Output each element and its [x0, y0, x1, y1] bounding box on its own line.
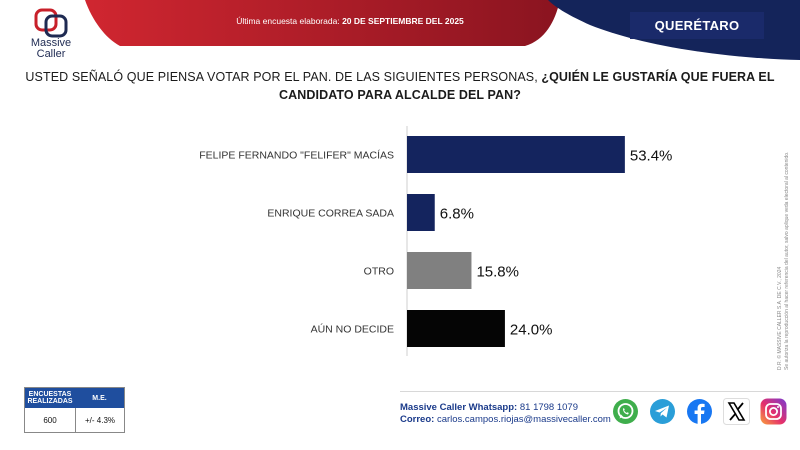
social-links	[612, 398, 787, 425]
category-label: ENRIQUE CORREA SADA	[267, 208, 394, 220]
whatsapp-label: Massive Caller Whatsapp:	[400, 402, 518, 413]
whatsapp-contact: Massive Caller Whatsapp: 81 1798 1079	[400, 402, 611, 414]
logo-icon	[34, 8, 68, 38]
email-label: Correo:	[400, 414, 435, 425]
instagram-icon[interactable]	[760, 398, 787, 425]
header-red-band	[85, 0, 560, 46]
question-text: USTED SEÑALÓ QUE PIENSA VOTAR POR EL PAN…	[20, 68, 780, 104]
bar-2	[407, 252, 472, 289]
copyright-line2: Se autoriza la reproducción al hacer ref…	[784, 151, 790, 370]
x-icon[interactable]	[723, 398, 750, 425]
whatsapp-icon[interactable]	[612, 398, 639, 425]
bar-1	[407, 194, 435, 231]
stats-value-row: 600 +/- 4.3%	[25, 408, 124, 432]
stats-header-surveys: ENCUESTAS REALIZADAS	[27, 391, 73, 405]
stats-margin-value: +/- 4.3%	[84, 415, 115, 425]
stats-header-row: ENCUESTAS REALIZADAS M.E.	[25, 388, 124, 408]
survey-stats-table: ENCUESTAS REALIZADAS M.E. 600 +/- 4.3%	[24, 387, 125, 433]
contact-info: Massive Caller Whatsapp: 81 1798 1079 Co…	[400, 402, 611, 426]
logo-text-line2: Caller	[36, 48, 66, 60]
stats-header-margin: M.E.	[92, 394, 107, 402]
value-label: 6.8%	[440, 206, 474, 223]
value-label: 24.0%	[510, 322, 553, 339]
bar-0	[407, 136, 625, 173]
survey-date: Última encuesta elaborada: 20 DE SEPTIEM…	[160, 16, 540, 26]
whatsapp-number[interactable]: 81 1798 1079	[519, 402, 578, 413]
value-label: 53.4%	[630, 148, 673, 165]
footer-divider	[400, 391, 780, 392]
facebook-icon[interactable]	[686, 398, 713, 425]
telegram-icon[interactable]	[649, 398, 676, 425]
survey-date-label: Última encuesta elaborada:	[236, 16, 340, 26]
stats-surveys-value: 600	[25, 408, 76, 432]
category-label: OTRO	[364, 266, 394, 278]
state-badge: QUERÉTARO	[630, 12, 764, 39]
massive-caller-logo: Massive Caller	[24, 8, 78, 60]
copyright-note: D.R. © MASSIVE CALLER S.A. DE C.V., 2024…	[773, 80, 790, 370]
email-contact: Correo: carlos.campos.riojas@massivecall…	[400, 414, 611, 426]
category-label: AÚN NO DECIDE	[311, 323, 394, 336]
value-label: 15.8%	[476, 264, 519, 281]
category-label: FELIPE FERNANDO "FELIFER" MACÍAS	[199, 149, 394, 162]
survey-date-value: 20 DE SEPTIEMBRE DEL 2025	[342, 16, 464, 26]
question-part1: USTED SEÑALÓ QUE PIENSA VOTAR POR EL PAN…	[25, 70, 538, 84]
logo-text-line1: Massive	[30, 37, 72, 49]
copyright-line1: D.R. © MASSIVE CALLER S.A. DE C.V., 2024	[777, 266, 783, 370]
email-address[interactable]: carlos.campos.riojas@massivecaller.com	[436, 414, 611, 425]
bar-3	[407, 310, 505, 347]
question-part2: ¿QUIÉN LE GUSTARÍA QUE FUERA EL CANDIDAT…	[279, 70, 775, 102]
